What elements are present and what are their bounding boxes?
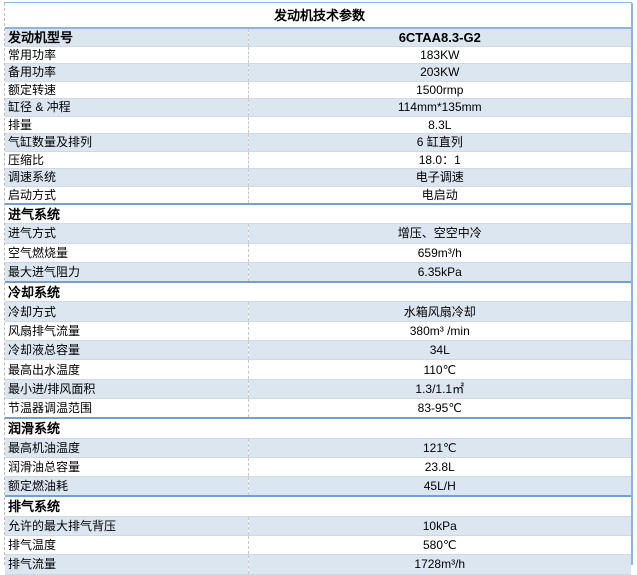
section-header-cooling: 冷却系统 [5, 281, 631, 303]
row-label: 气缸数量及排列 [5, 133, 248, 152]
row-label: 备用功率 [5, 63, 248, 82]
table-top-border [4, 2, 632, 3]
table-row: 风扇排气流量 380m³ /min [5, 321, 631, 342]
row-label: 风扇排气流量 [5, 321, 248, 342]
table-row: 最高出水温度 110℃ [5, 359, 631, 380]
row-label: 启动方式 [5, 186, 248, 205]
table-row-model: 发动机型号 6CTAA8.3-G2 [5, 28, 631, 47]
row-value: 1.3/1.1㎡ [247, 379, 631, 399]
table-row: 节温器调温范围 83-95℃ [5, 398, 631, 419]
section-header-intake: 进气系统 [5, 203, 631, 225]
row-label: 常用功率 [5, 46, 248, 64]
row-value: 6 缸直列 [247, 133, 631, 152]
section-title: 冷却系统 [5, 281, 631, 303]
row-label: 冷却方式 [5, 301, 248, 322]
row-label: 进气方式 [5, 223, 248, 244]
table-row: 最小进/排风面积 1.3/1.1㎡ [5, 379, 631, 399]
table-row: 额定燃油耗 45L/H [5, 476, 631, 497]
row-label: 压缩比 [5, 151, 248, 169]
row-value: 1728m³/h [247, 554, 631, 575]
row-value: 121℃ [247, 438, 631, 458]
section-title: 润滑系统 [5, 417, 631, 439]
row-value: 659m³/h [247, 243, 631, 263]
table-row: 允许的最大排气背压 10kPa [5, 516, 631, 537]
row-value: 23.8L [247, 457, 631, 478]
row-value: 114mm*135mm [247, 98, 631, 117]
table-row: 冷却方式 水箱风扇冷却 [5, 301, 631, 322]
row-value: 6.35kPa [247, 262, 631, 283]
row-value: 18.0：1 [247, 151, 631, 169]
section-title: 进气系统 [5, 203, 631, 225]
row-value: 水箱风扇冷却 [247, 301, 631, 322]
row-value: 83-95℃ [247, 398, 631, 419]
row-value: 6CTAA8.3-G2 [247, 28, 631, 47]
row-value: 110℃ [247, 359, 631, 380]
section-header-exhaust: 排气系统 [5, 495, 631, 517]
table-row: 启动方式 电启动 [5, 186, 631, 205]
table-row: 常用功率 183KW [5, 46, 631, 64]
row-value: 183KW [247, 46, 631, 64]
table-row: 备用功率 203KW [5, 63, 631, 82]
row-label: 调速系统 [5, 168, 248, 187]
row-label: 冷却液总容量 [5, 340, 248, 361]
section-header-lubrication: 润滑系统 [5, 417, 631, 439]
table-row: 最大进气阻力 6.35kPa [5, 262, 631, 283]
row-value: 增压、空空中冷 [247, 223, 631, 244]
row-value: 380m³ /min [247, 321, 631, 342]
row-value: 45L/H [247, 476, 631, 497]
table-row: 润滑油总容量 23.8L [5, 457, 631, 478]
row-label: 润滑油总容量 [5, 457, 248, 478]
row-label: 最高机油温度 [5, 438, 248, 458]
row-label: 最高出水温度 [5, 359, 248, 380]
table-row: 最高机油温度 121℃ [5, 438, 631, 458]
table-row: 进气方式 增压、空空中冷 [5, 223, 631, 244]
table-row: 额定转速 1500rmp [5, 81, 631, 99]
engine-spec-table: 发动机技术参数 发动机型号 6CTAA8.3-G2 常用功率 183KW 备用功率 2… [5, 3, 631, 575]
row-value: 203KW [247, 63, 631, 82]
table-title: 发动机技术参数 [5, 3, 631, 29]
row-label: 排量 [5, 116, 248, 134]
table-row: 气缸数量及排列 6 缸直列 [5, 133, 631, 152]
row-label: 最大进气阻力 [5, 262, 248, 283]
table-row: 缸径 & 冲程 114mm*135mm [5, 98, 631, 117]
row-label: 额定燃油耗 [5, 476, 248, 497]
row-label: 排气流量 [5, 554, 248, 575]
row-label: 发动机型号 [5, 28, 248, 47]
row-label: 排气温度 [5, 535, 248, 556]
row-value: 1500rmp [247, 81, 631, 99]
table-row: 排量 8.3L [5, 116, 631, 134]
table-row: 空气燃烧量 659m³/h [5, 243, 631, 263]
row-label: 允许的最大排气背压 [5, 516, 248, 537]
row-value: 580℃ [247, 535, 631, 556]
row-label: 空气燃烧量 [5, 243, 248, 263]
row-value: 电子调速 [247, 168, 631, 187]
table-right-border [631, 3, 633, 565]
table-row: 冷却液总容量 34L [5, 340, 631, 361]
row-value: 8.3L [247, 116, 631, 134]
row-label: 额定转速 [5, 81, 248, 99]
table-row: 排气温度 580℃ [5, 535, 631, 556]
row-label: 节温器调温范围 [5, 398, 248, 419]
section-title: 排气系统 [5, 495, 631, 517]
table-row: 调速系统 电子调速 [5, 168, 631, 187]
row-value: 电启动 [247, 186, 631, 205]
row-label: 最小进/排风面积 [5, 379, 248, 399]
row-label: 缸径 & 冲程 [5, 98, 248, 117]
row-value: 10kPa [247, 516, 631, 537]
table-row: 排气流量 1728m³/h [5, 554, 631, 575]
row-value: 34L [247, 340, 631, 361]
table-row: 压缩比 18.0：1 [5, 151, 631, 169]
table-left-border [4, 3, 5, 565]
